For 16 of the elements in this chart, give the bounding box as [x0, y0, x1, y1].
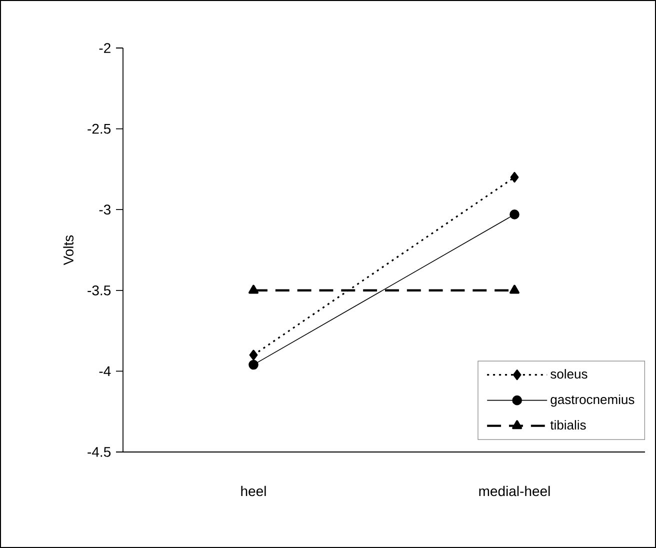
point: [510, 172, 519, 183]
legend-label: tibialis: [550, 420, 586, 430]
y-tick-label: -2.5: [88, 124, 111, 134]
y-tick-label: -2: [99, 43, 110, 53]
y-tick-label: -4.5: [88, 447, 111, 457]
legend-label: gastrocnemius: [550, 394, 634, 407]
x-tick-label: medial-heel: [479, 486, 550, 496]
y-tick-label: -3: [99, 204, 111, 215]
y-tick-label: -4: [99, 366, 111, 376]
point: [248, 360, 258, 370]
legend-label: soleus: [550, 369, 588, 379]
point: [510, 210, 520, 220]
x-tick-label: heel: [241, 486, 266, 496]
y-axis-title: Volts: [63, 235, 74, 266]
y-tick-label: -3.5: [88, 285, 111, 296]
point: [249, 350, 258, 360]
